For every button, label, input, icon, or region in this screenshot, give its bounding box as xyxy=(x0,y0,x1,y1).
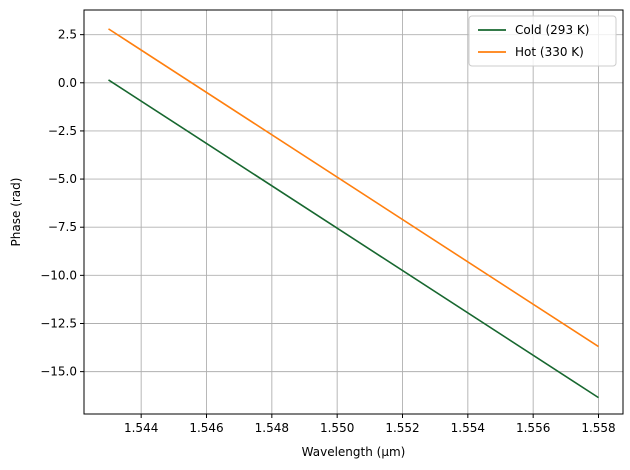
y-tick-label: 2.5 xyxy=(58,28,77,42)
x-tick-label: 1.558 xyxy=(581,421,615,435)
legend-box xyxy=(468,15,617,67)
x-tick-label: 1.552 xyxy=(385,421,419,435)
x-tick-label: 1.544 xyxy=(124,421,158,435)
y-tick-label: −5.0 xyxy=(48,172,77,186)
y-tick-label: −2.5 xyxy=(48,124,77,138)
y-axis-ticks: 2.5 0.0 −2.5 −5.0 −7.5 −10.0 −12.5 −15.0 xyxy=(40,28,84,379)
x-tick-label: 1.554 xyxy=(451,421,485,435)
series-lines xyxy=(108,28,599,399)
legend-label: Cold (293 K) xyxy=(515,23,589,37)
x-tick-label: 1.556 xyxy=(516,421,550,435)
y-tick-label: 0.0 xyxy=(58,76,77,90)
series-line-cold xyxy=(108,79,599,399)
y-tick-label: −10.0 xyxy=(40,268,77,282)
y-tick-label: −7.5 xyxy=(48,220,77,234)
x-tick-label: 1.548 xyxy=(255,421,289,435)
plot-area-frame xyxy=(83,9,624,415)
x-tick-label: 1.550 xyxy=(320,421,354,435)
y-axis-label: Phase (rad) xyxy=(9,178,23,247)
y-tick-label: −15.0 xyxy=(40,365,77,379)
legend-label: Hot (330 K) xyxy=(515,45,584,59)
x-axis-label: Wavelength (μm) xyxy=(302,445,406,459)
grid xyxy=(84,10,623,414)
x-tick-label: 1.546 xyxy=(189,421,223,435)
y-tick-label: −12.5 xyxy=(40,316,77,330)
series-line-hot xyxy=(108,28,599,348)
legend: Cold (293 K) Hot (330 K) xyxy=(468,15,617,67)
x-axis-ticks: 1.544 1.546 1.548 1.550 1.552 1.554 1.556 1.558 xyxy=(124,414,616,435)
